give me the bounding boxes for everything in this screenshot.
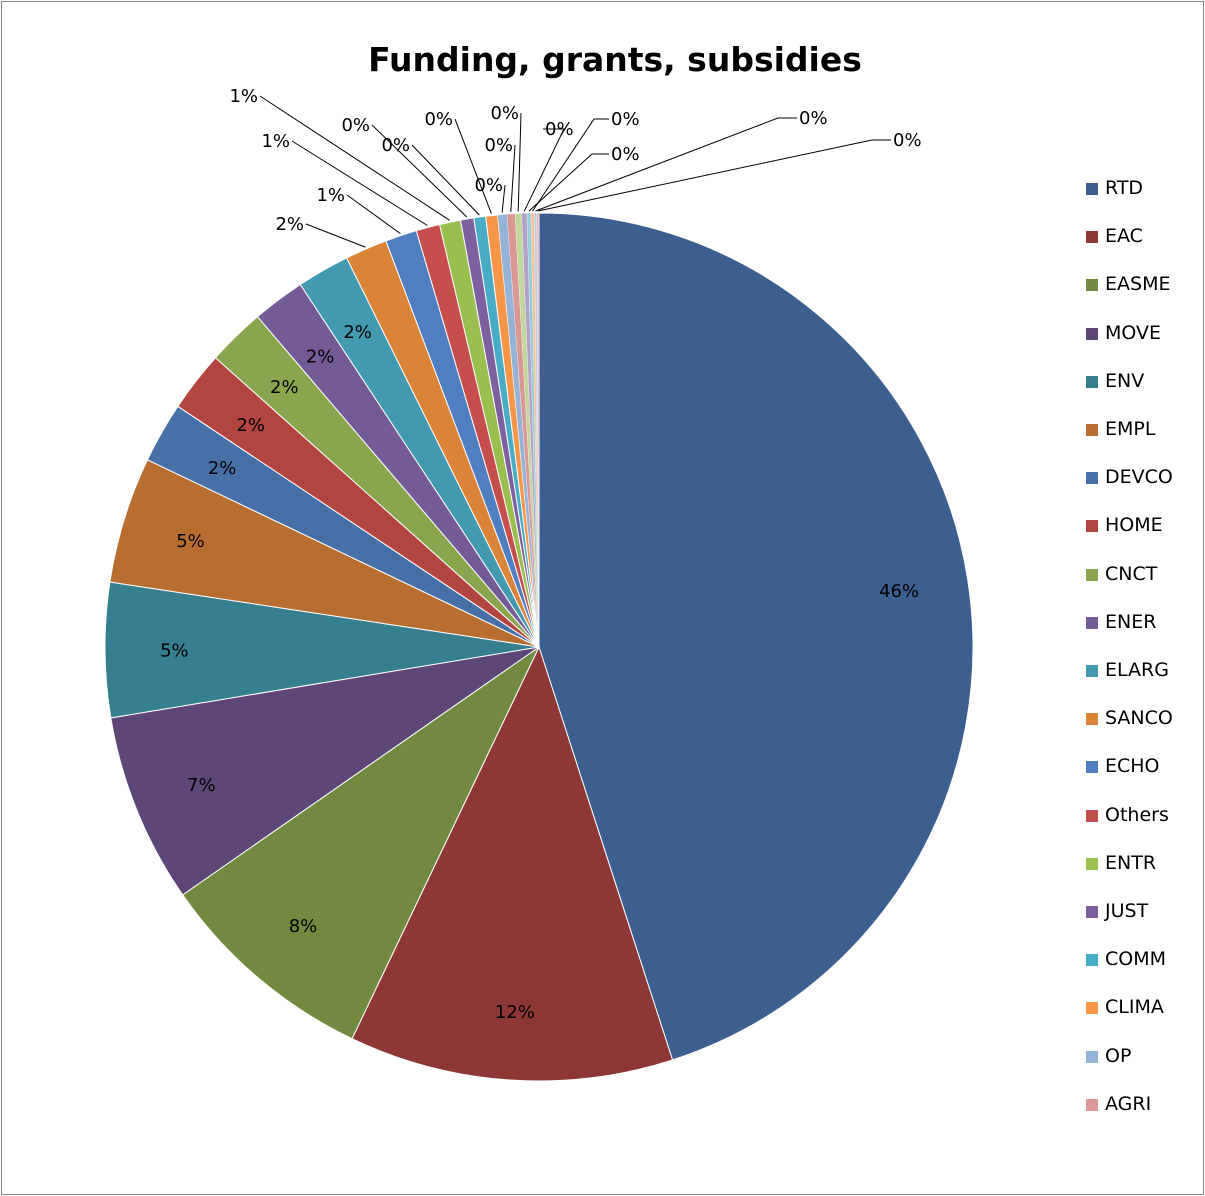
data-label: 0%: [424, 109, 453, 130]
data-label: 0%: [484, 135, 513, 156]
data-label: 1%: [229, 86, 258, 107]
legend-swatch: [1086, 231, 1098, 244]
legend-label: ELARG: [1105, 659, 1169, 681]
legend-label: COMM: [1105, 948, 1167, 971]
legend-label: JUST: [1105, 900, 1149, 922]
data-label: 1%: [261, 131, 290, 152]
legend-swatch: [1086, 761, 1098, 774]
pie-slice-eac: [351, 645, 674, 1082]
data-label: 0%: [381, 135, 410, 156]
legend-label: ENER: [1105, 610, 1157, 633]
callout-line: [371, 124, 468, 218]
data-label: 2%: [275, 214, 304, 235]
legend-swatch: [1086, 857, 1098, 870]
legend-label: MOVE: [1105, 321, 1162, 344]
legend-label: AGRI: [1105, 1092, 1152, 1115]
legend-swatch: [1086, 327, 1098, 340]
data-label: 0%: [341, 115, 370, 136]
legend-label: ENV: [1105, 369, 1145, 392]
legend-swatch: [1086, 954, 1098, 967]
callout-line: [454, 118, 492, 214]
callout-line: [291, 140, 428, 226]
legend-label: Others: [1105, 803, 1169, 826]
legend-swatch: [1086, 279, 1098, 292]
legend-swatch: [1086, 1002, 1098, 1015]
data-label: 0%: [611, 144, 640, 165]
data-label: 2%: [208, 458, 237, 479]
legend-swatch: [1086, 809, 1098, 822]
legend-label: ECHO: [1105, 755, 1160, 778]
pie-slice-easme: [182, 645, 541, 1040]
data-label: 2%: [270, 377, 299, 398]
legend-label: CNCT: [1105, 562, 1158, 585]
legend-swatch: [1086, 1050, 1098, 1063]
legend-swatch: [1086, 665, 1098, 677]
data-label: 2%: [306, 347, 335, 368]
legend-label: EASME: [1105, 273, 1171, 296]
data-label: 5%: [176, 531, 205, 552]
legend-swatch: [1086, 375, 1098, 388]
legend-label: OP: [1105, 1044, 1132, 1067]
legend-label: ENTR: [1105, 851, 1157, 874]
chart-title: Funding, grants, subsidies: [368, 40, 862, 79]
legend-swatch: [1086, 1098, 1098, 1111]
legend-swatch: [1086, 520, 1098, 533]
callout-line: [517, 112, 522, 212]
data-label: 0%: [545, 119, 574, 140]
data-label: 0%: [474, 175, 503, 196]
legend-swatch: [1086, 906, 1098, 918]
callout-line: [523, 128, 565, 212]
data-label: 2%: [343, 322, 372, 343]
legend-label: RTD: [1105, 177, 1144, 199]
legend-label: EMPL: [1105, 418, 1156, 440]
data-label: 0%: [611, 109, 640, 130]
callout-line: [532, 118, 609, 212]
callout-line: [346, 194, 401, 235]
callout-line: [528, 153, 609, 212]
callout-line: [305, 223, 366, 248]
data-label: 46%: [879, 581, 919, 602]
data-label: 8%: [289, 916, 318, 937]
callout-line: [259, 95, 450, 221]
callout-line: [535, 117, 797, 212]
pie-slice-move: [110, 646, 540, 896]
data-label: 2%: [236, 415, 265, 436]
legend-label: HOME: [1105, 514, 1163, 537]
legend-swatch: [1086, 713, 1098, 726]
pie-slice-rtd: [538, 212, 974, 1061]
legend-label: SANCO: [1105, 707, 1173, 730]
legend-swatch: [1086, 616, 1098, 629]
data-label: 0%: [490, 103, 519, 124]
legend-swatch: [1086, 183, 1098, 195]
data-label: 7%: [187, 775, 216, 796]
data-label: 0%: [893, 130, 922, 151]
legend-swatch: [1086, 472, 1098, 485]
data-label: 1%: [316, 185, 345, 206]
legend-label: DEVCO: [1105, 466, 1173, 489]
callout-line: [510, 144, 516, 212]
legend-swatch: [1086, 424, 1098, 436]
legend-swatch: [1086, 568, 1098, 581]
legend-label: EAC: [1105, 225, 1143, 248]
callout-line: [411, 144, 480, 216]
data-label: 0%: [799, 108, 828, 129]
legend-label: CLIMA: [1105, 996, 1164, 1019]
callout-line: [537, 139, 891, 212]
pie-slice-unnamed-25: [536, 212, 540, 648]
callout-line: [501, 184, 506, 213]
data-label: 12%: [495, 1002, 535, 1023]
data-label: 5%: [160, 641, 189, 662]
